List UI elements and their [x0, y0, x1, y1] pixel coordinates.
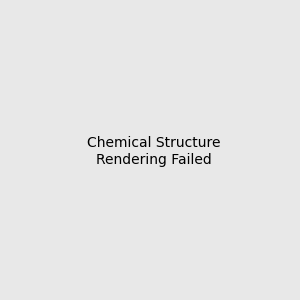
Text: Chemical Structure
Rendering Failed: Chemical Structure Rendering Failed — [87, 136, 220, 166]
